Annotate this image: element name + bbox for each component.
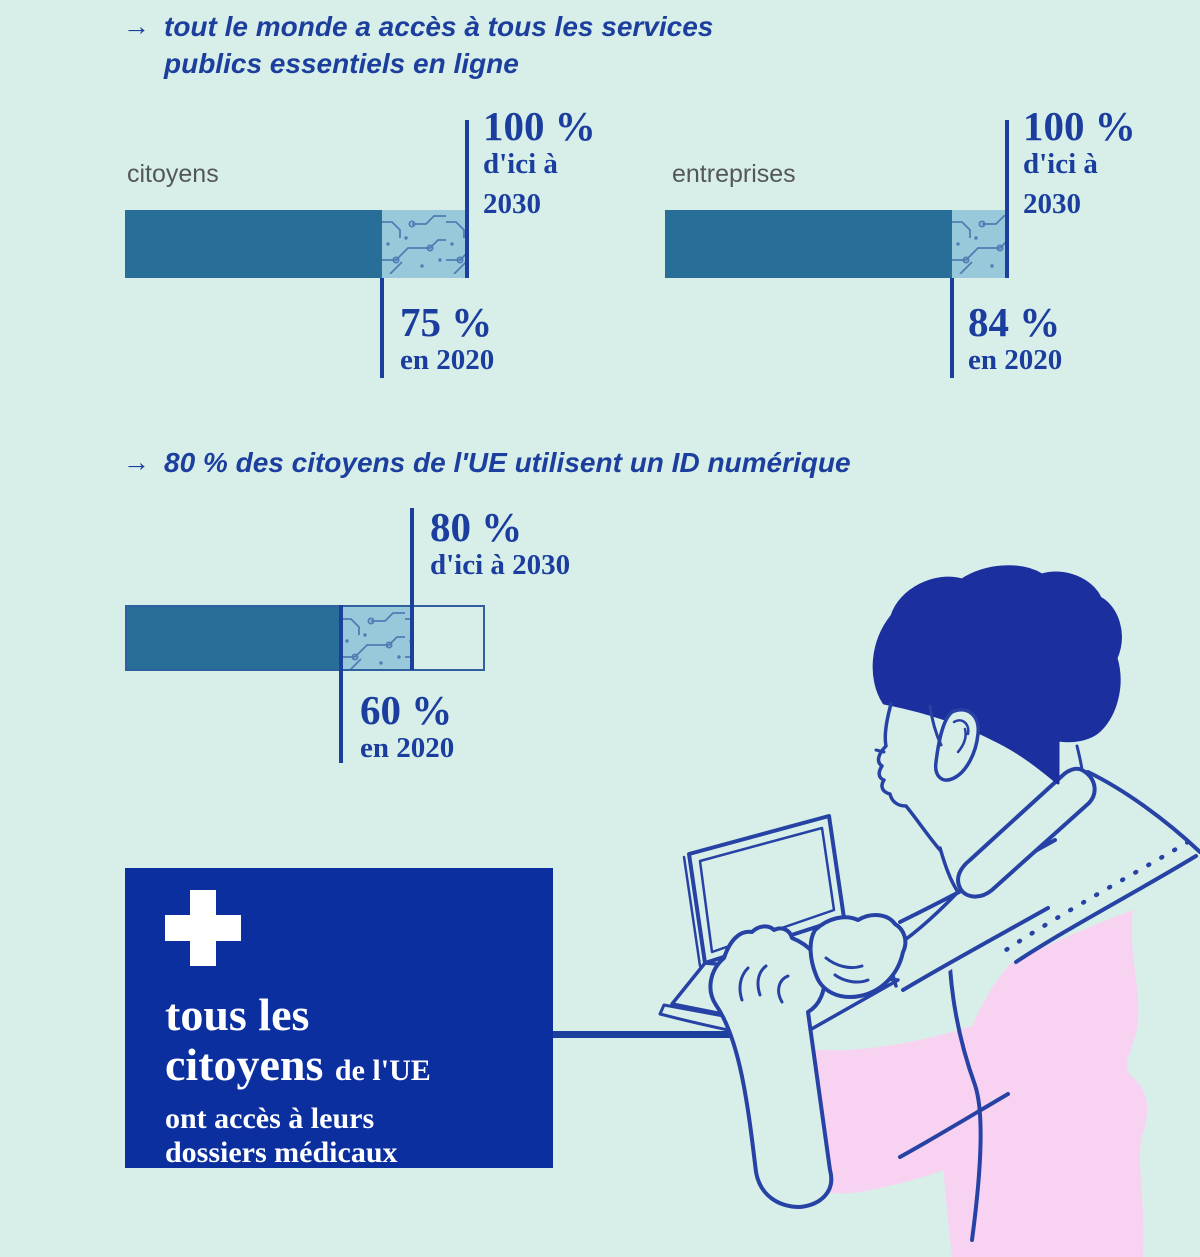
target-percent: 100 % xyxy=(483,103,596,149)
arrow-icon: → xyxy=(123,447,150,477)
medical-cross-icon xyxy=(165,890,241,966)
now-value-digital-id: 60 % en 2020 xyxy=(360,688,454,765)
cross-horizontal xyxy=(165,915,241,941)
target-caption-1: d'ici à xyxy=(1023,148,1098,180)
bar-businesses xyxy=(665,210,1007,278)
hair xyxy=(872,565,1122,785)
now-value-citizens: 75 % en 2020 xyxy=(400,300,494,377)
chart-label-businesses: entreprises xyxy=(672,160,796,188)
bar-digital-id-2020-fill xyxy=(127,607,341,669)
face-profile xyxy=(876,702,942,852)
target-value-citizens: 100 % d'ici à 2030 xyxy=(483,104,596,221)
bar-businesses-2020-fill xyxy=(665,210,953,278)
heading-line-2: publics essentiels en ligne xyxy=(164,48,519,79)
target-value-digital-id: 80 % d'ici à 2030 xyxy=(430,505,570,582)
health-records-text: tous les citoyens de l'UE ont accès à le… xyxy=(165,990,431,1170)
marker-line-digital-id-80 xyxy=(409,508,414,670)
target-caption: d'ici à 2030 xyxy=(430,549,571,581)
right-arm xyxy=(902,845,1080,990)
arrow-icon: → xyxy=(123,11,150,41)
pink-garment-torso xyxy=(943,910,1148,1257)
target-caption-2: 2030 xyxy=(483,188,541,220)
person-laptop-illustration xyxy=(658,565,1200,1257)
target-percent: 100 % xyxy=(1023,103,1136,149)
now-percent: 75 % xyxy=(400,299,493,345)
goal-heading-digital-id: → 80 % des citoyens de l'UE utilisent un… xyxy=(123,444,851,481)
bar-digital-id xyxy=(125,605,485,671)
target-caption-1: d'ici à xyxy=(483,148,558,180)
health-text-line1: tous les xyxy=(165,989,310,1040)
marker-line-businesses-84 xyxy=(950,278,955,378)
bar-businesses-target-texture xyxy=(952,210,1007,278)
now-percent: 60 % xyxy=(360,687,453,733)
target-percent: 80 % xyxy=(430,504,523,550)
now-value-businesses: 84 % en 2020 xyxy=(968,300,1062,377)
bar-citizens xyxy=(125,210,467,278)
health-text-line4: dossiers médicaux xyxy=(165,1136,398,1169)
health-records-box: tous les citoyens de l'UE ont accès à le… xyxy=(125,868,553,1170)
bar-citizens-2020-fill xyxy=(125,210,382,278)
health-text-line3: ont accès à leurs xyxy=(165,1102,375,1135)
now-percent: 84 % xyxy=(968,299,1061,345)
now-caption: en 2020 xyxy=(360,732,455,764)
goal-heading-online-services-text: tout le monde a accès à tous les service… xyxy=(164,8,713,82)
marker-line-citizens-75 xyxy=(379,278,384,378)
goal-heading-online-services: → tout le monde a accès à tous les servi… xyxy=(123,8,763,82)
now-caption: en 2020 xyxy=(400,344,495,376)
bar-digital-id-target-texture xyxy=(340,607,412,669)
target-caption-2: 2030 xyxy=(1023,188,1081,220)
marker-line-digital-id-60 xyxy=(338,605,343,763)
connector-line xyxy=(553,1031,769,1038)
target-value-businesses: 100 % d'ici à 2030 xyxy=(1023,104,1136,221)
chart-label-citizens: citoyens xyxy=(127,160,219,188)
heading-line-1: tout le monde a accès à tous les service… xyxy=(164,11,714,42)
goal-heading-digital-id-text: 80 % des citoyens de l'UE utilisent un I… xyxy=(164,447,851,478)
health-text-line2: citoyens de l'UE xyxy=(165,1039,431,1090)
right-hand xyxy=(808,913,908,999)
marker-line-citizens-100 xyxy=(465,120,469,278)
marker-line-businesses-100 xyxy=(1005,120,1009,278)
collar xyxy=(956,766,1097,899)
bar-citizens-target-texture xyxy=(381,210,467,278)
now-caption: en 2020 xyxy=(968,344,1063,376)
